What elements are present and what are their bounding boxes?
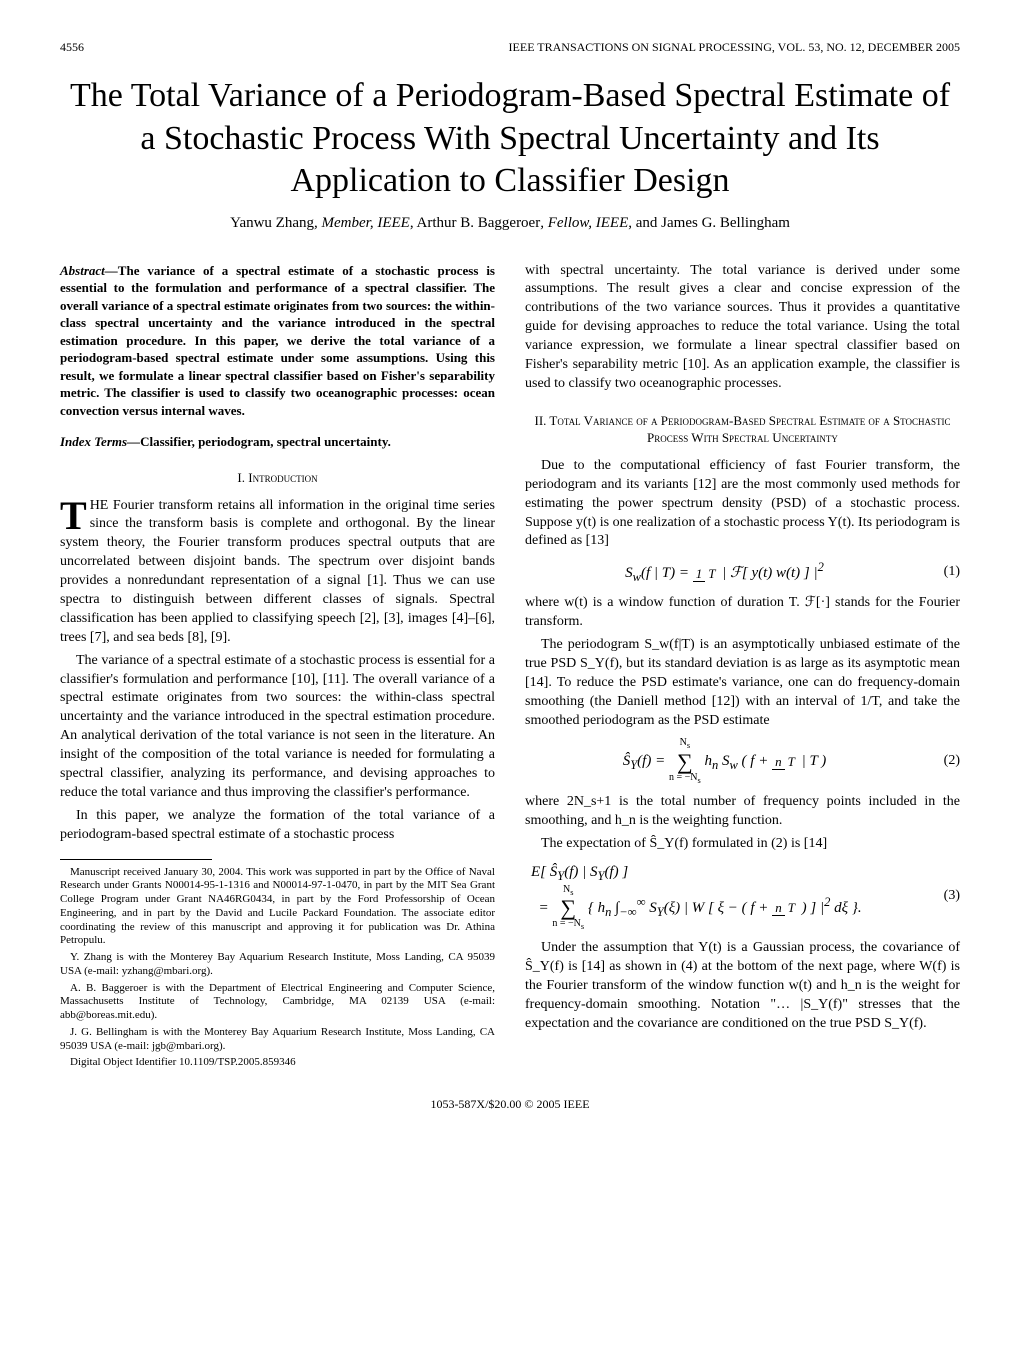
footnote-manuscript: Manuscript received January 30, 2004. Th… [60,866,495,949]
intro-paragraph-3: In this paper, we analyze the formation … [60,807,495,845]
intro-paragraph-1: THE Fourier transform retains all inform… [60,497,495,648]
sec2-p6: Under the assumption that Y(t) is a Gaus… [525,939,960,1033]
equation-1-math: Sw(f | T) = 1T | ℱ[ y(t) w(t) ] |2 [525,559,924,586]
author-3-name: , and James G. Bellingham [628,215,790,231]
index-terms: Index Terms—Classifier, periodogram, spe… [60,433,495,451]
running-header: 4556 IEEE TRANSACTIONS ON SIGNAL PROCESS… [60,40,960,55]
sec2-p1: Due to the computational efficiency of f… [525,457,960,551]
dropcap: T [60,497,90,533]
page-number: 4556 [60,40,84,55]
right-column: with spectral uncertainty. The total var… [525,262,960,1074]
paper-title: The Total Variance of a Periodogram-Base… [60,75,960,203]
footnote-author-3: J. G. Bellingham is with the Monterey Ba… [60,1026,495,1054]
index-terms-label: Index Terms— [60,434,140,449]
section-2-heading: II. Total Variance of a Periodogram-Base… [525,412,960,447]
footnote-author-1: Y. Zhang is with the Monterey Bay Aquari… [60,951,495,979]
page: 4556 IEEE TRANSACTIONS ON SIGNAL PROCESS… [0,0,1020,1152]
sec2-p5: The expectation of Ŝ_Y(f) formulated in … [525,835,960,854]
intro-p1-text: HE Fourier transform retains all informa… [60,498,495,645]
intro-paragraph-2: The variance of a spectral estimate of a… [60,652,495,803]
footnote-separator [60,859,212,860]
copyright-line: 1053-587X/$20.00 © 2005 IEEE [60,1097,960,1112]
equation-2-math: ŜY(f) = Ns∑n = −Ns hn Sw ( f + nT | T ) [525,738,924,785]
author-1-role: , Member, IEEE [314,215,410,231]
footnote-author-2: A. B. Baggeroer is with the Department o… [60,982,495,1023]
left-column: Abstract—The variance of a spectral esti… [60,262,495,1074]
equation-2: ŜY(f) = Ns∑n = −Ns hn Sw ( f + nT | T ) … [525,738,960,785]
section-1-heading: I. Introduction [60,469,495,487]
abstract-text: The variance of a spectral estimate of a… [60,263,495,418]
footnote-doi: Digital Object Identifier 10.1109/TSP.20… [60,1056,495,1070]
two-column-body: Abstract—The variance of a spectral esti… [60,262,960,1074]
sec2-p2: where w(t) is a window function of durat… [525,594,960,632]
sec2-p4: where 2N_s+1 is the total number of freq… [525,793,960,831]
equation-3-number: (3) [924,887,960,906]
right-p1: with spectral uncertainty. The total var… [525,262,960,394]
equation-1: Sw(f | T) = 1T | ℱ[ y(t) w(t) ] |2 (1) [525,559,960,586]
footnotes: Manuscript received January 30, 2004. Th… [60,866,495,1071]
sec2-p3: The periodogram S_w(f|T) is an asymptoti… [525,636,960,730]
author-2-role: , Fellow, IEEE [540,215,628,231]
abstract-block: Abstract—The variance of a spectral esti… [60,262,495,420]
author-1-name: Yanwu Zhang [230,215,314,231]
equation-2-number: (2) [924,752,960,771]
equation-1-number: (1) [924,563,960,582]
index-terms-text: Classifier, periodogram, spectral uncert… [140,434,391,449]
author-2-name: , Arthur B. Baggeroer [410,215,540,231]
journal-title: IEEE TRANSACTIONS ON SIGNAL PROCESSING, … [509,40,960,55]
authors-line: Yanwu Zhang, Member, IEEE, Arthur B. Bag… [60,215,960,232]
equation-3: E[ ŜY(f) | SY(f) ] = Ns∑n = −Ns { hn ∫−∞… [525,862,960,932]
equation-3-math: E[ ŜY(f) | SY(f) ] = Ns∑n = −Ns { hn ∫−∞… [525,862,924,932]
abstract-label: Abstract— [60,263,118,278]
